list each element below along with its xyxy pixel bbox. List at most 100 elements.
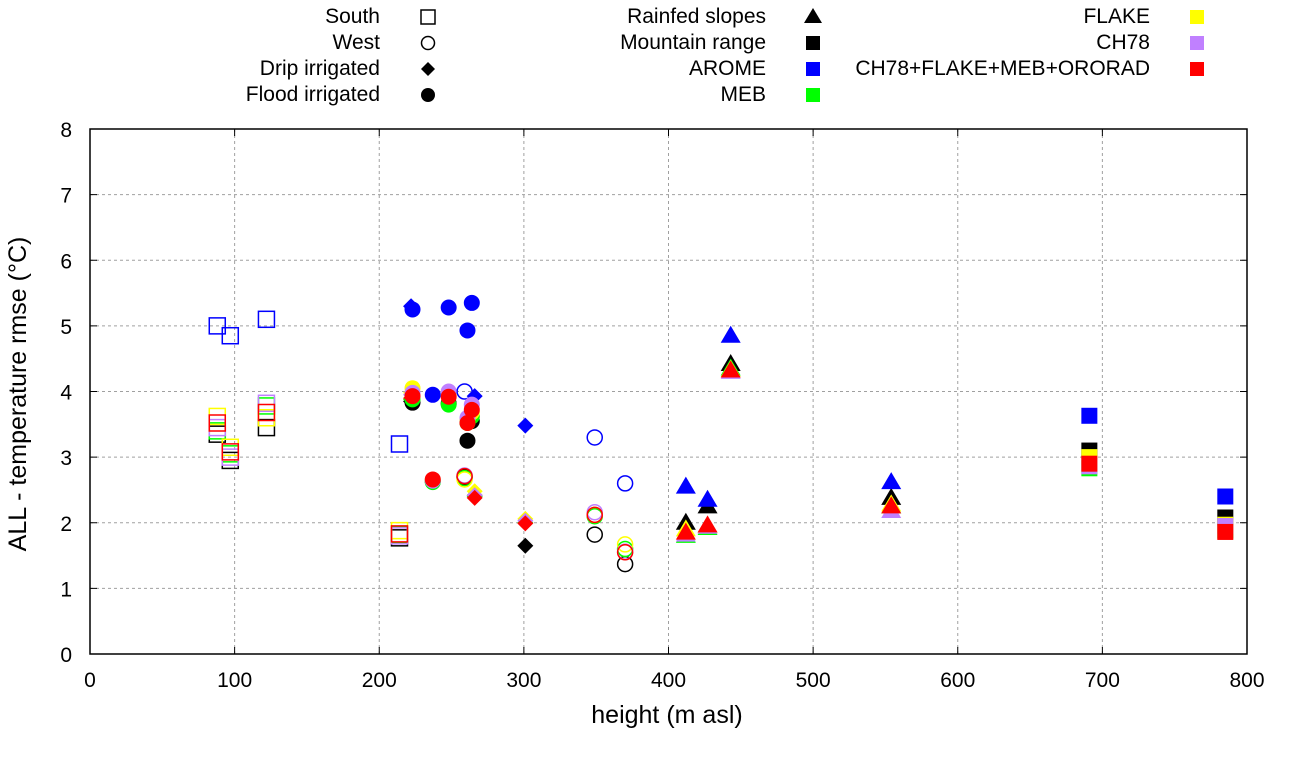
data-point bbox=[257, 418, 276, 437]
x-tick-label: 600 bbox=[940, 669, 975, 692]
y-tick-label: 5 bbox=[60, 316, 72, 339]
data-point bbox=[459, 322, 476, 339]
data-point bbox=[404, 301, 421, 318]
data-point bbox=[1217, 523, 1234, 540]
y-tick-label: 6 bbox=[60, 250, 72, 273]
legend: South West Drip irrigated Flood irrigated Ra… bbox=[246, 5, 1204, 106]
legend-symbol bbox=[806, 62, 820, 76]
data-point bbox=[390, 435, 409, 453]
data-point bbox=[221, 443, 240, 461]
legend-label: Drip irrigated bbox=[260, 57, 380, 80]
x-tick-label: 300 bbox=[506, 669, 541, 692]
data-point bbox=[463, 294, 480, 311]
legend-symbol bbox=[806, 36, 820, 50]
legend-symbol bbox=[421, 62, 435, 76]
legend-label: CH78+FLAKE+MEB+ORORAD bbox=[855, 57, 1150, 80]
data-point bbox=[208, 317, 227, 335]
data-point bbox=[675, 522, 696, 540]
data-point bbox=[881, 472, 902, 490]
x-tick-label: 100 bbox=[217, 669, 252, 692]
data-point bbox=[697, 515, 718, 533]
series-south bbox=[208, 310, 409, 547]
x-tick-label: 400 bbox=[651, 669, 686, 692]
x-tick-label: 500 bbox=[796, 669, 831, 692]
data-point bbox=[208, 418, 227, 437]
data-point bbox=[697, 489, 718, 507]
legend-item: Mountain range bbox=[620, 31, 820, 54]
x-tick-label: 800 bbox=[1229, 669, 1264, 692]
y-tick-label: 1 bbox=[60, 578, 72, 601]
data-point bbox=[720, 360, 741, 378]
legend-label: MEB bbox=[720, 83, 766, 106]
data-point bbox=[720, 325, 741, 343]
grid bbox=[90, 129, 1247, 654]
data-point bbox=[440, 299, 457, 316]
legend-label: Mountain range bbox=[620, 31, 766, 54]
y-axis-title: ALL - temperature rmse (°C) bbox=[4, 237, 32, 552]
legend-symbol bbox=[804, 8, 822, 23]
data-point bbox=[1081, 407, 1098, 424]
series-rainfed-slopes bbox=[675, 325, 902, 543]
data-point bbox=[881, 496, 902, 514]
legend-label: Rainfed slopes bbox=[627, 5, 766, 28]
legend-label: CH78 bbox=[1096, 31, 1150, 54]
data-point bbox=[390, 525, 409, 544]
data-point bbox=[208, 414, 227, 432]
data-point bbox=[586, 429, 603, 446]
axis-ticks bbox=[89, 128, 1248, 655]
legend-item: Drip irrigated bbox=[260, 57, 435, 80]
legend-item: CH78 bbox=[1096, 31, 1204, 54]
data-point bbox=[616, 536, 634, 553]
legend-label: South bbox=[325, 5, 380, 28]
x-axis-tick-labels: 0 100 200 300 400 500 600 700 800 bbox=[84, 669, 1264, 692]
legend-item: Rainfed slopes bbox=[627, 5, 822, 28]
data-point bbox=[390, 525, 409, 543]
data-point bbox=[257, 310, 276, 329]
data-point bbox=[463, 401, 480, 418]
data-point bbox=[456, 467, 473, 485]
data-point bbox=[424, 471, 441, 488]
data-points bbox=[208, 294, 1234, 573]
y-tick-label: 4 bbox=[60, 382, 72, 405]
data-point bbox=[586, 507, 603, 525]
data-point bbox=[208, 407, 227, 426]
data-point bbox=[586, 506, 603, 524]
legend-symbol bbox=[806, 88, 820, 102]
legend-label: West bbox=[333, 31, 381, 54]
legend-symbol bbox=[420, 9, 436, 25]
legend-item: South bbox=[325, 5, 436, 28]
series-flood-irrigated bbox=[404, 294, 480, 491]
data-point bbox=[586, 526, 603, 543]
legend-label: FLAKE bbox=[1083, 5, 1150, 28]
series-mountain-range bbox=[1081, 407, 1234, 540]
data-point bbox=[459, 415, 476, 431]
legend-item: MEB bbox=[720, 83, 820, 106]
data-point bbox=[517, 417, 534, 434]
y-tick-label: 0 bbox=[60, 644, 72, 667]
y-axis-tick-labels: 0 1 2 3 4 5 6 7 8 bbox=[60, 119, 72, 667]
data-point bbox=[440, 388, 457, 405]
y-tick-label: 2 bbox=[60, 513, 72, 536]
y-tick-label: 8 bbox=[60, 119, 72, 142]
data-point bbox=[616, 475, 634, 492]
y-tick-label: 7 bbox=[60, 185, 72, 208]
x-tick-label: 0 bbox=[84, 669, 96, 692]
legend-symbol bbox=[1190, 10, 1204, 24]
data-point bbox=[390, 521, 409, 540]
data-point bbox=[424, 386, 441, 403]
legend-symbol bbox=[421, 88, 435, 102]
data-point bbox=[517, 537, 534, 554]
legend-symbol bbox=[1190, 36, 1204, 50]
legend-item: Flood irrigated bbox=[246, 83, 435, 106]
data-point bbox=[404, 388, 421, 405]
y-tick-label: 3 bbox=[60, 447, 72, 470]
x-tick-label: 200 bbox=[362, 669, 397, 692]
legend-item: West bbox=[333, 31, 436, 54]
data-point bbox=[466, 489, 483, 506]
data-point bbox=[221, 326, 240, 345]
legend-symbol bbox=[1190, 62, 1204, 76]
data-point bbox=[675, 476, 696, 494]
data-point bbox=[517, 515, 534, 532]
data-point bbox=[616, 544, 634, 561]
